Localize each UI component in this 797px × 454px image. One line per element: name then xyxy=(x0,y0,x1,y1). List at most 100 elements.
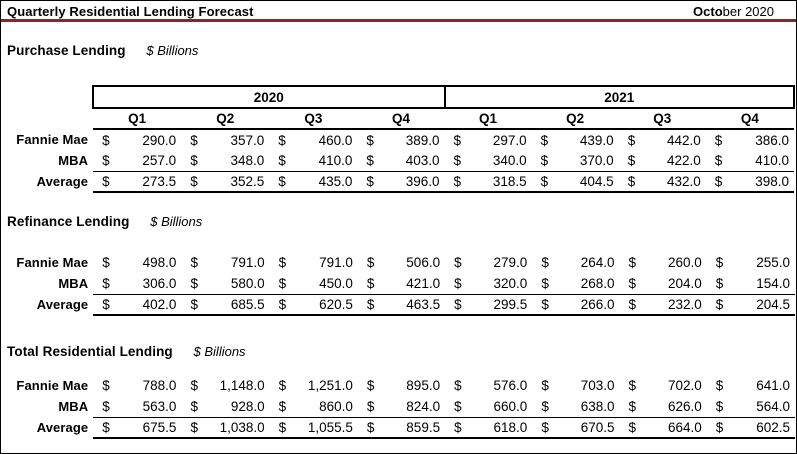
row-label: MBA xyxy=(58,276,89,291)
value-cell: $618.0 xyxy=(445,416,533,439)
currency-symbol: $ xyxy=(715,419,724,435)
cell-value: 290.0 xyxy=(142,132,177,148)
value-cell: $352.5 xyxy=(181,170,270,193)
section-heading-refinance: Refinance Lending $ Billions xyxy=(7,214,796,230)
row-label: Fannie Mae xyxy=(16,378,89,393)
section-heading-total: Total Residential Lending $ Billions xyxy=(7,344,796,360)
quarter-header: Q3 xyxy=(269,108,358,130)
cell-value: 396.0 xyxy=(405,173,440,189)
cell-value: 320.0 xyxy=(493,275,528,291)
value-cell: $1,038.0 xyxy=(181,416,270,439)
table-row-fannie-mae: Fannie Mae $788.0 $1,148.0 $1,251.0 $895… xyxy=(1,375,795,396)
value-cell: $255.0 xyxy=(707,252,795,273)
cell-value: 638.0 xyxy=(580,398,615,414)
cell-value: 702.0 xyxy=(667,378,702,393)
currency-symbol: $ xyxy=(190,296,198,312)
value-cell: $703.0 xyxy=(532,375,619,396)
value-cell: $403.0 xyxy=(357,150,444,171)
cell-value: 204.0 xyxy=(667,275,702,291)
value-cell: $297.0 xyxy=(445,129,532,150)
cell-value: 675.5 xyxy=(142,419,177,435)
currency-symbol: $ xyxy=(454,255,462,270)
currency-symbol: $ xyxy=(366,132,374,148)
currency-symbol: $ xyxy=(190,378,198,393)
table-row-mba: MBA $563.0 $928.0 $860.0 $824.0 $660.0 $… xyxy=(1,396,795,417)
value-cell: $498.0 xyxy=(93,252,181,273)
currency-symbol: $ xyxy=(102,296,110,312)
value-cell: $410.0 xyxy=(706,150,794,171)
cell-value: 703.0 xyxy=(580,378,615,393)
section-title: Total Residential Lending xyxy=(7,344,173,359)
quarter-header: Q2 xyxy=(181,108,270,130)
currency-symbol: $ xyxy=(714,132,723,148)
currency-symbol: $ xyxy=(714,152,723,168)
row-label: Average xyxy=(36,420,89,435)
quarter-header: Q4 xyxy=(357,108,445,130)
row-label: Fannie Mae xyxy=(16,132,89,147)
currency-symbol: $ xyxy=(627,132,636,148)
value-cell: $450.0 xyxy=(270,273,358,294)
currency-symbol: $ xyxy=(541,378,549,393)
currency-symbol: $ xyxy=(190,419,198,435)
quarter-header: Q1 xyxy=(444,108,532,130)
quarter-header-row: Q1 Q2 Q3 Q4 Q1 Q2 Q3 Q4 xyxy=(1,108,794,130)
value-cell: $702.0 xyxy=(620,375,707,396)
currency-symbol: $ xyxy=(627,152,636,168)
currency-symbol: $ xyxy=(366,296,375,312)
currency-symbol: $ xyxy=(366,419,375,435)
cell-value: 788.0 xyxy=(142,378,177,393)
value-cell: $442.0 xyxy=(619,129,706,150)
value-cell: $576.0 xyxy=(445,375,532,396)
value-cell: $257.0 xyxy=(93,150,181,171)
value-cell: $264.0 xyxy=(532,252,619,273)
value-cell: $660.0 xyxy=(445,396,532,417)
currency-symbol: $ xyxy=(540,173,549,189)
value-cell: $422.0 xyxy=(619,150,706,171)
currency-symbol: $ xyxy=(190,255,198,270)
currency-symbol: $ xyxy=(541,255,549,270)
cell-value: 352.5 xyxy=(230,173,265,189)
value-cell: $1,055.5 xyxy=(269,416,358,439)
value-cell: $402.0 xyxy=(93,293,182,316)
cell-value: 506.0 xyxy=(406,255,441,270)
value-cell: $398.0 xyxy=(705,170,794,193)
value-cell: $318.5 xyxy=(444,170,532,193)
currency-symbol: $ xyxy=(278,296,287,312)
currency-symbol: $ xyxy=(541,296,549,312)
currency-symbol: $ xyxy=(715,398,724,414)
value-cell: $404.5 xyxy=(531,170,619,193)
cell-value: 348.0 xyxy=(230,152,265,168)
cell-value: 498.0 xyxy=(142,255,177,270)
value-cell: $670.5 xyxy=(532,416,620,439)
cell-value: 232.0 xyxy=(667,296,702,312)
table-row-mba: MBA $306.0 $580.0 $450.0 $421.0 $320.0 $… xyxy=(1,273,795,294)
value-cell: $580.0 xyxy=(181,273,269,294)
currency-symbol: $ xyxy=(454,398,462,414)
cell-value: 685.5 xyxy=(230,296,265,312)
value-cell: $641.0 xyxy=(707,375,795,396)
year-header-2021: 2021 xyxy=(443,85,796,109)
value-cell: $266.0 xyxy=(532,293,620,316)
cell-value: 439.0 xyxy=(579,132,614,148)
report-title: Quarterly Residential Lending Forecast xyxy=(7,4,254,19)
report-date: October 2020 xyxy=(693,4,774,19)
cell-value: 1,055.5 xyxy=(307,419,353,435)
currency-symbol: $ xyxy=(628,398,637,414)
report-header: Quarterly Residential Lending Forecast O… xyxy=(1,1,796,22)
value-cell: $564.0 xyxy=(707,396,795,417)
value-cell: $432.0 xyxy=(618,170,706,193)
value-cell: $506.0 xyxy=(358,252,445,273)
currency-symbol: $ xyxy=(102,132,110,148)
value-cell: $299.5 xyxy=(445,293,533,316)
value-cell: $389.0 xyxy=(357,129,444,150)
currency-symbol: $ xyxy=(627,173,636,189)
row-label: Fannie Mae xyxy=(16,255,89,270)
cell-value: 435.0 xyxy=(318,173,353,189)
currency-symbol: $ xyxy=(366,378,375,393)
cell-value: 279.0 xyxy=(493,255,528,270)
cell-value: 154.0 xyxy=(756,275,790,291)
section-title: Refinance Lending xyxy=(7,214,130,229)
cell-value: 402.0 xyxy=(142,296,177,312)
cell-value: 297.0 xyxy=(492,132,527,148)
cell-value: 618.0 xyxy=(493,419,528,435)
